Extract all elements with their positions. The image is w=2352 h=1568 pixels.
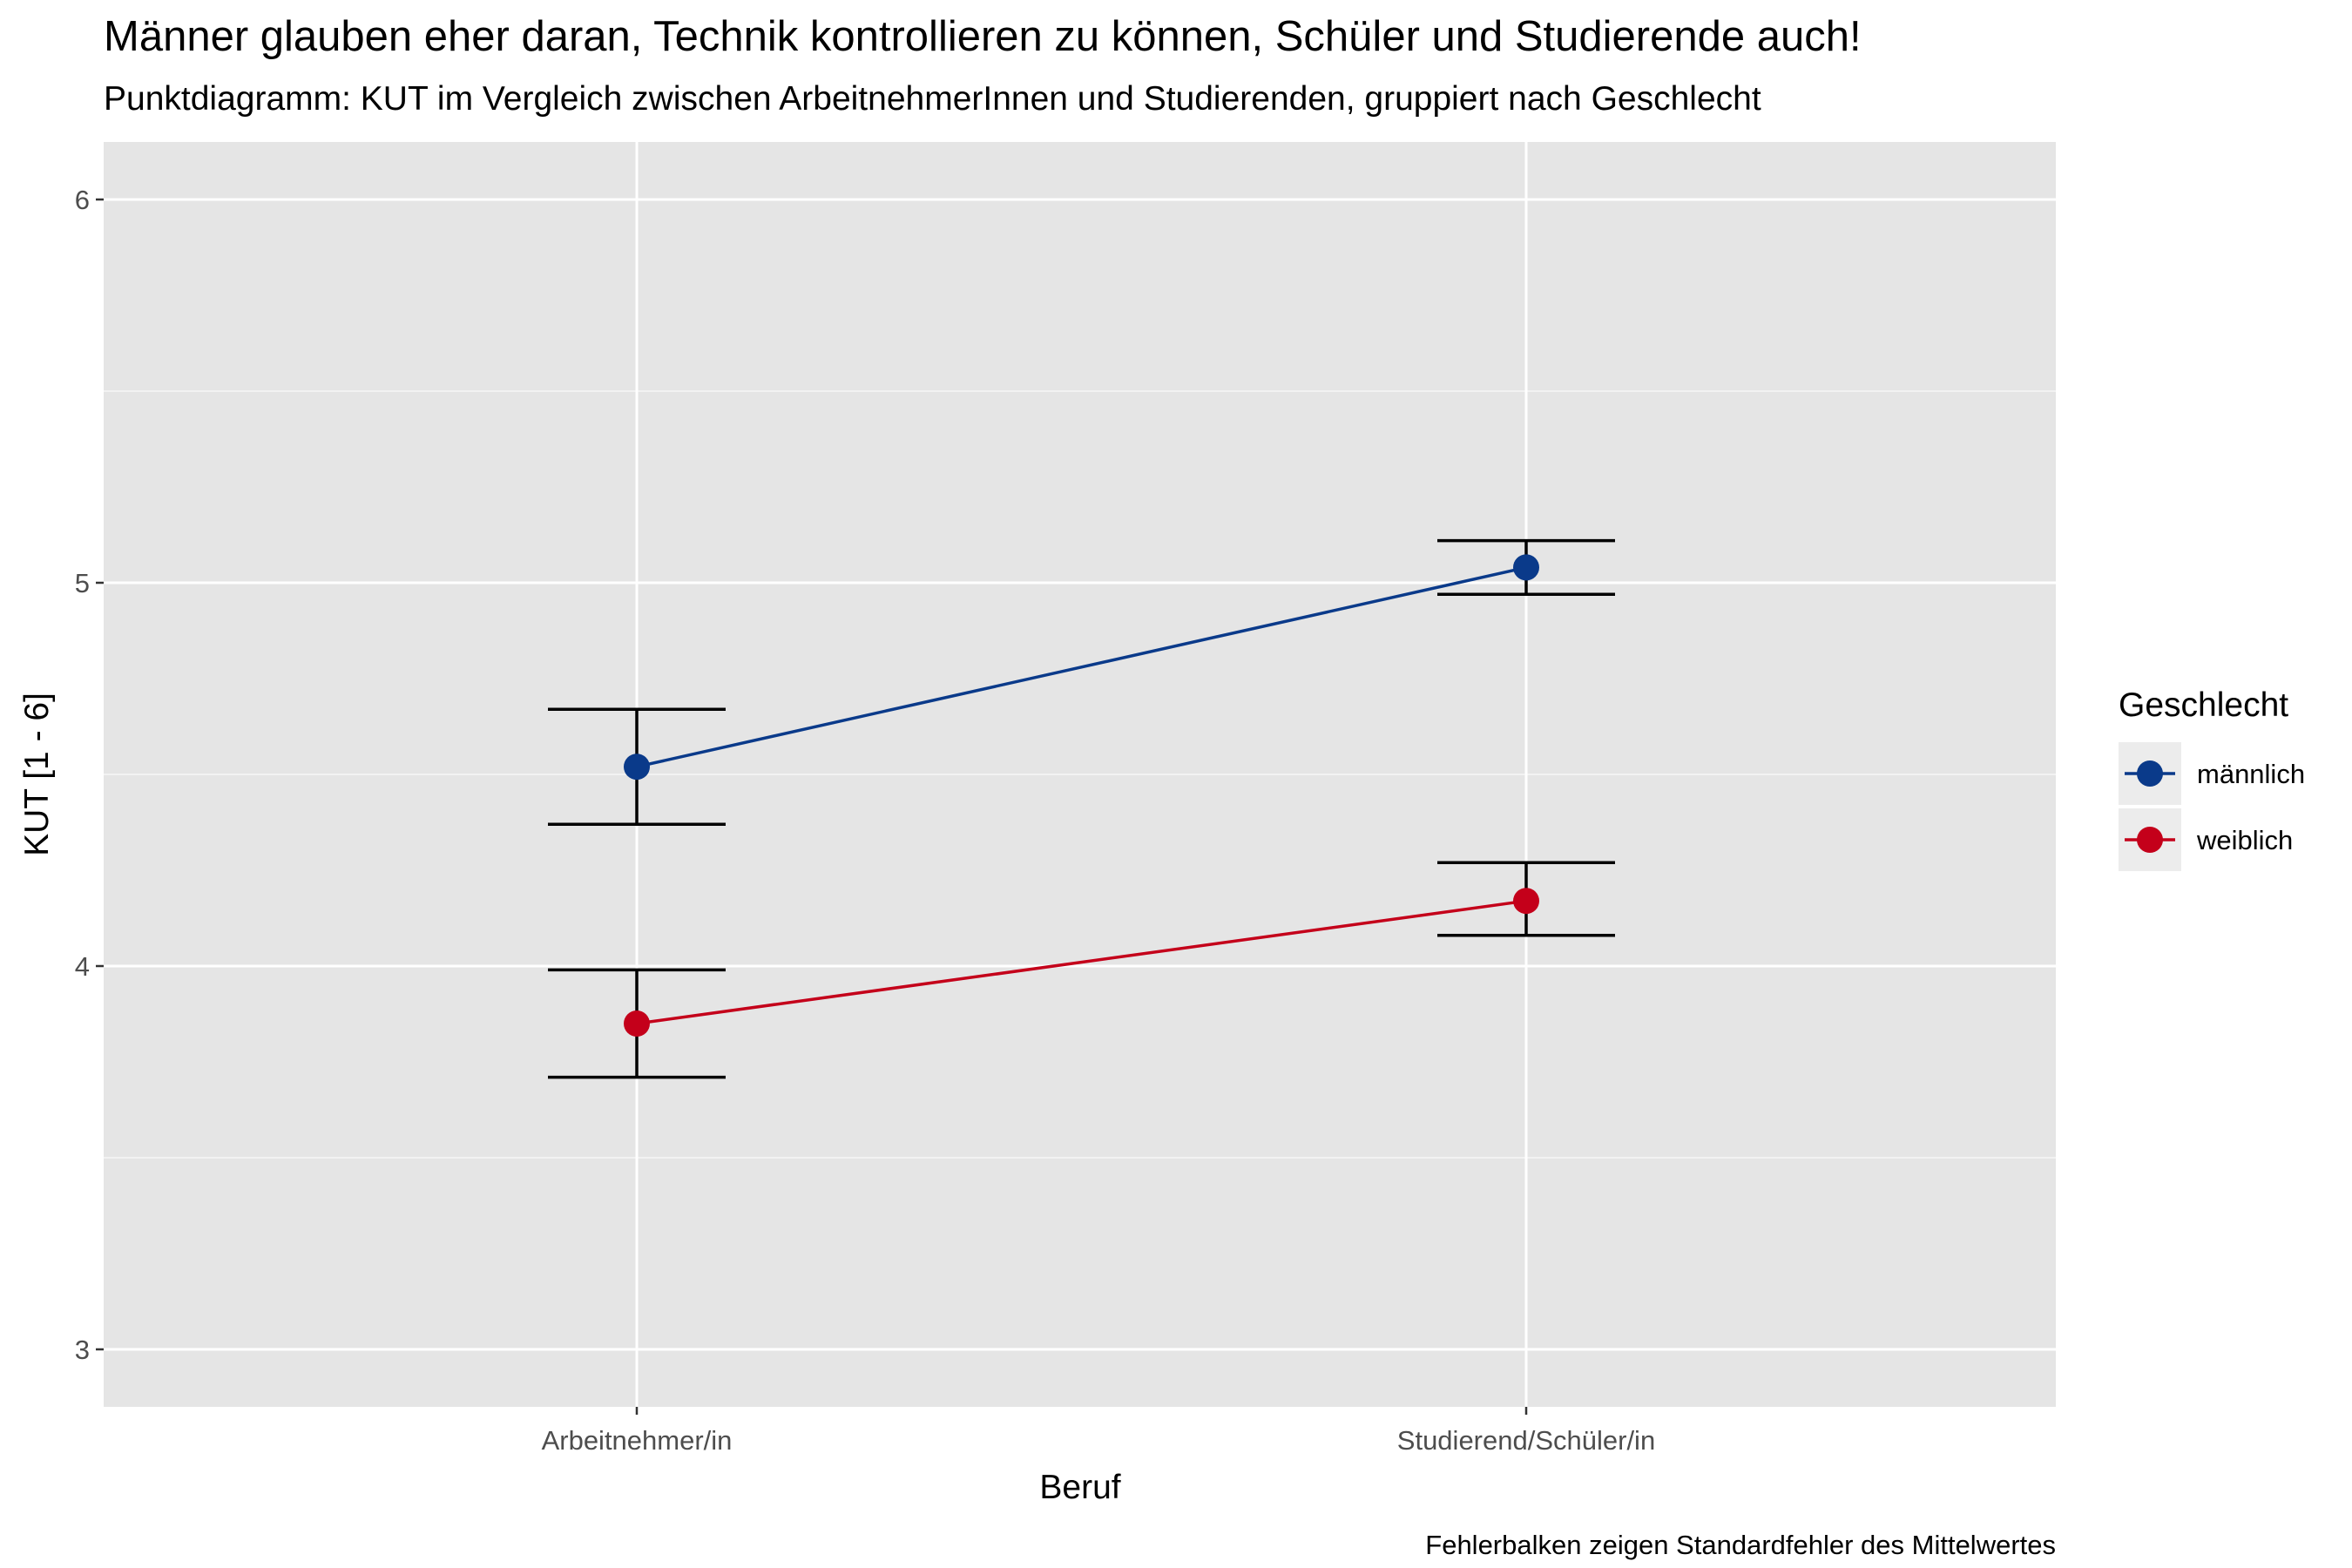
data-point (624, 754, 650, 781)
y-axis-title: KUT [1 - 6] (18, 693, 56, 856)
y-tick-label: 3 (75, 1335, 90, 1365)
data-point (624, 1010, 650, 1037)
grid-major (104, 142, 2056, 1407)
legend: Geschlecht männlich weiblich (2119, 686, 2305, 871)
chart-title: Männer glauben eher daran, Technik kontr… (104, 13, 1862, 60)
y-axis: 3 4 5 6 (75, 185, 104, 1365)
chart-caption: Fehlerbalken zeigen Standardfehler des M… (1425, 1530, 2056, 1560)
x-axis: Arbeitnehmer/in Studierend/Schüler/in (542, 1407, 1655, 1456)
series-line (636, 899, 1527, 1025)
grid-minor (104, 390, 2056, 1159)
legend-title: Geschlecht (2119, 686, 2288, 724)
x-tick-label: Arbeitnehmer/in (542, 1425, 733, 1456)
y-tick-label: 6 (75, 185, 90, 215)
legend-label: männlich (2197, 759, 2305, 789)
y-tick-label: 5 (75, 568, 90, 598)
data-point (1513, 554, 1539, 581)
chart-subtitle: Punktdiagramm: KUT im Vergleich zwischen… (104, 80, 1761, 118)
legend-key-point (2137, 827, 2163, 853)
series-line (636, 565, 1527, 768)
x-axis-title: Beruf (1039, 1469, 1120, 1506)
series-layer (548, 538, 1615, 1079)
legend-label: weiblich (2196, 825, 2293, 855)
y-tick-label: 4 (75, 951, 90, 982)
data-point (1513, 888, 1539, 915)
x-tick-label: Studierend/Schüler/in (1397, 1425, 1655, 1456)
legend-key-point (2137, 760, 2163, 787)
